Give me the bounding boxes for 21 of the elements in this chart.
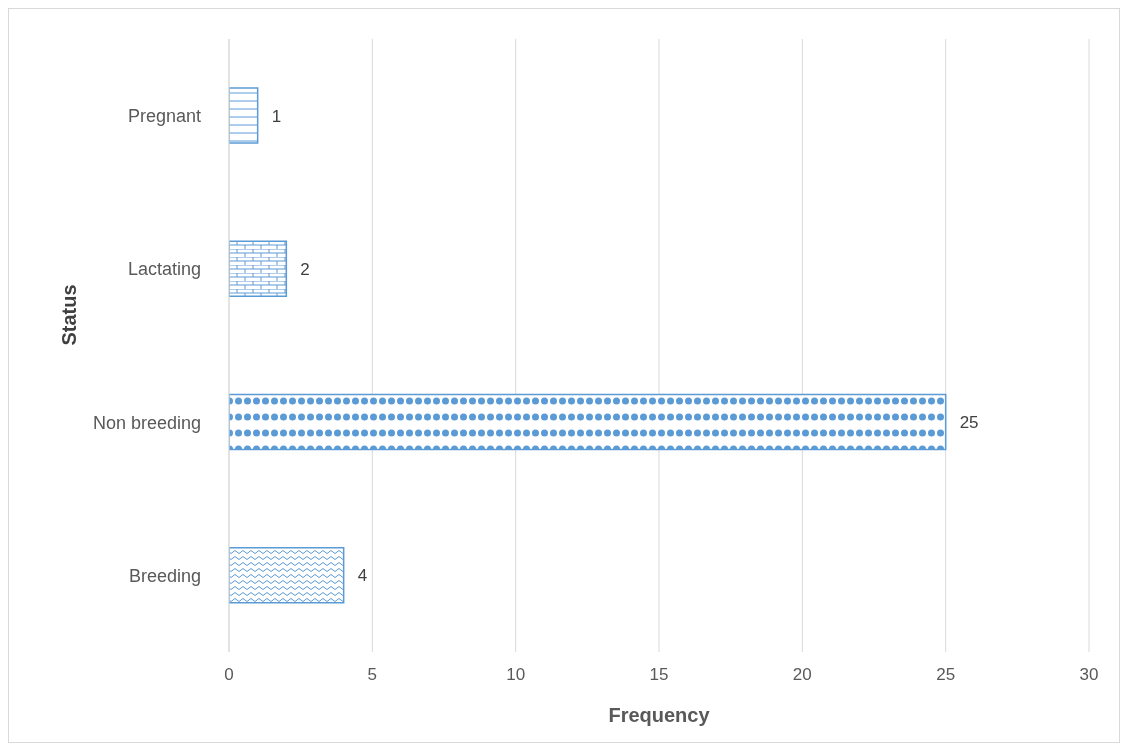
data-label: 4 (357, 566, 368, 586)
data-label: 2 (300, 259, 310, 279)
bar (229, 87, 259, 144)
y-tick-label: Non breeding (92, 412, 201, 433)
x-tick-label: 0 (224, 665, 234, 685)
x-tick-label: 15 (649, 665, 669, 685)
x-tick-label: 25 (936, 665, 956, 685)
x-tick-label: 20 (792, 665, 812, 685)
data-label: 1 (271, 106, 282, 126)
x-tick-label: 30 (1079, 665, 1099, 685)
x-axis-title: Frequency (608, 704, 711, 726)
data-label: 25 (959, 413, 979, 433)
y-tick-label: Breeding (128, 565, 201, 586)
x-tick-label: 5 (367, 665, 378, 685)
bar (229, 547, 345, 604)
bar (229, 240, 288, 298)
y-axis-title: Status (58, 284, 81, 346)
y-tick-label: Lactating (127, 259, 201, 280)
y-tick-label: Pregnant (127, 106, 201, 127)
x-tick-label: 10 (506, 665, 526, 685)
bar (229, 393, 947, 451)
